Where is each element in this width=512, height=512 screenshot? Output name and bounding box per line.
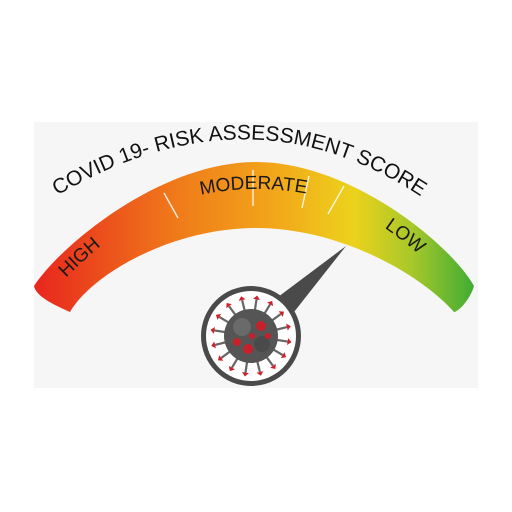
virus-spike (220, 350, 231, 359)
virus-spike-tip (267, 300, 274, 307)
virus-spike (271, 313, 282, 322)
virus-spike (256, 360, 261, 373)
virus-spike-tip (270, 363, 276, 369)
virus-spike (244, 361, 249, 373)
virus-spike (230, 357, 239, 369)
virus-spike-tip (256, 371, 264, 376)
virus-spike (263, 303, 272, 315)
virus-spike (214, 341, 227, 346)
virus-spike (275, 326, 288, 331)
virus-spike (228, 305, 237, 316)
virus-spike-tip (210, 327, 215, 334)
virus-spike-tip (226, 303, 232, 309)
gauge-tick (327, 185, 345, 215)
virus-spike-tip (238, 296, 246, 301)
virus-spike-tip (218, 355, 224, 361)
gauge-tick (163, 192, 179, 219)
virus-spike-tip (286, 323, 291, 331)
virus-spike (218, 315, 230, 324)
gauge-arc-band (34, 162, 474, 312)
virus-spike (276, 338, 288, 343)
virus-spike-tip (278, 311, 284, 317)
virus-spike-tip (211, 341, 216, 349)
coronavirus-icon (207, 292, 295, 380)
gauge-tick (301, 175, 310, 209)
virus-spike (253, 299, 258, 311)
virus-spike-tip (242, 372, 249, 377)
virus-spike-tip (253, 295, 260, 300)
virus-spike (214, 329, 226, 334)
gauge-ticks (163, 170, 345, 219)
virus-spike (265, 356, 274, 367)
virus-spike (241, 299, 246, 312)
virus-spike-tip (280, 352, 287, 359)
virus-spike (272, 348, 284, 357)
virus-spike-tip (287, 338, 292, 345)
virus-spike-tip (215, 313, 222, 320)
virus-spike-tip (228, 365, 235, 372)
